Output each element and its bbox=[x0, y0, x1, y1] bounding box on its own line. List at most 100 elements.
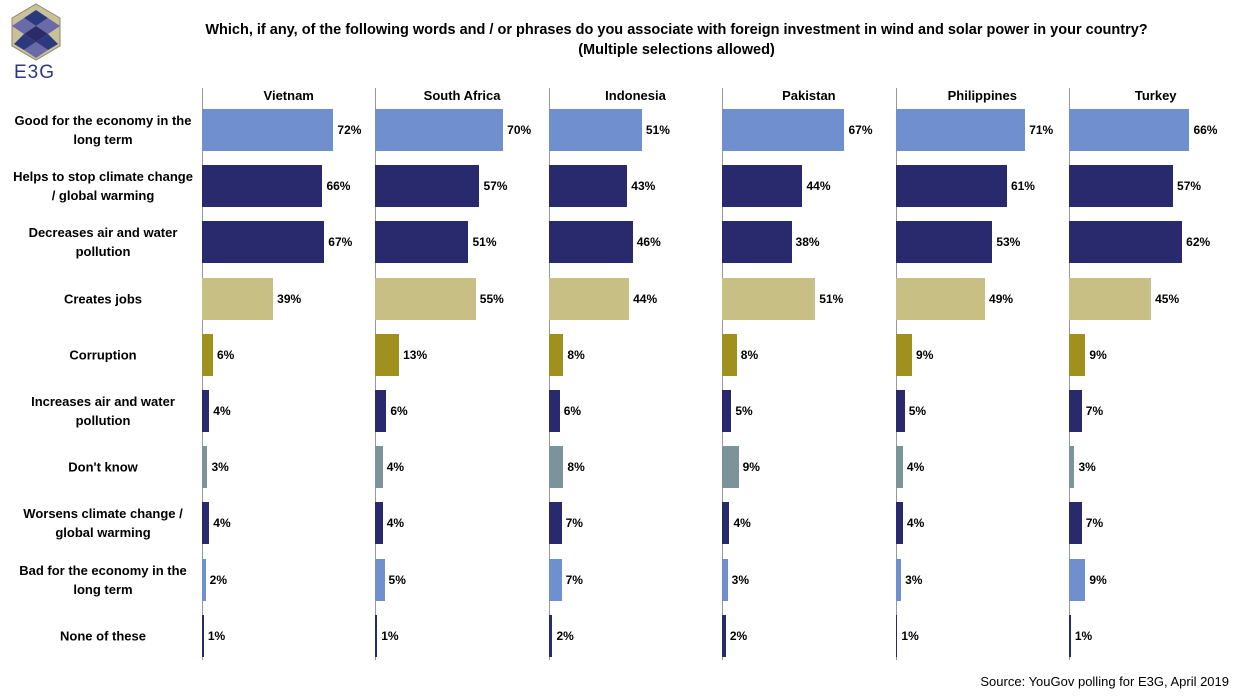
bar bbox=[895, 221, 993, 264]
value-label: 72% bbox=[337, 123, 362, 137]
value-label: 61% bbox=[1010, 179, 1035, 194]
bar bbox=[375, 165, 480, 208]
bar bbox=[548, 109, 642, 151]
bar bbox=[722, 390, 732, 432]
bar bbox=[722, 277, 816, 320]
value-label: 2% bbox=[209, 572, 227, 587]
bar bbox=[375, 446, 383, 489]
value-label: 13% bbox=[403, 347, 428, 362]
panel-header: Philippines bbox=[947, 88, 1017, 103]
category-label: Decreases air and water pollution bbox=[28, 225, 178, 260]
value-label: 5% bbox=[908, 404, 927, 418]
value-label: 51% bbox=[472, 235, 497, 250]
value-label: 7% bbox=[1085, 516, 1104, 531]
value-label: 43% bbox=[631, 179, 656, 194]
category-label: Don't know bbox=[68, 459, 138, 475]
bar bbox=[548, 277, 630, 320]
bar bbox=[375, 614, 378, 657]
bar bbox=[202, 502, 210, 545]
bar bbox=[375, 390, 387, 432]
category-label: None of these bbox=[60, 628, 146, 644]
title: Which, if any, of the following words an… bbox=[205, 22, 1148, 38]
panel-header: Turkey bbox=[1134, 88, 1177, 103]
value-label: 7% bbox=[565, 516, 583, 531]
bar bbox=[1069, 333, 1086, 376]
bar bbox=[895, 446, 903, 489]
value-label: 4% bbox=[213, 404, 231, 418]
bar bbox=[202, 558, 206, 601]
value-label: 4% bbox=[386, 516, 405, 531]
panel-header: Vietnam bbox=[263, 88, 314, 103]
subtitle: (Multiple selections allowed) bbox=[578, 42, 775, 58]
bar bbox=[548, 165, 628, 208]
bar bbox=[895, 502, 903, 545]
category-label: Good for the economy in the long term bbox=[14, 113, 192, 147]
category-label: Increases air and water pollution bbox=[31, 394, 175, 428]
logo-icon bbox=[11, 3, 61, 61]
value-label: 49% bbox=[989, 291, 1014, 306]
value-label: 3% bbox=[1078, 460, 1096, 475]
value-label: 3% bbox=[731, 572, 750, 587]
value-label: 6% bbox=[216, 347, 235, 362]
value-label: 3% bbox=[905, 572, 923, 587]
bar bbox=[895, 558, 902, 601]
bar bbox=[375, 502, 383, 545]
panel-header: Indonesia bbox=[605, 88, 666, 103]
category-label: Helps to stop climate change / global wa… bbox=[13, 169, 193, 204]
value-label: 57% bbox=[483, 179, 508, 194]
value-label: 38% bbox=[795, 235, 820, 250]
value-label: 2% bbox=[729, 628, 748, 643]
value-label: 67% bbox=[328, 235, 353, 250]
category-label: Creates jobs bbox=[63, 291, 143, 307]
bar bbox=[202, 333, 213, 376]
bar bbox=[375, 277, 476, 320]
panel-header: Pakistan bbox=[782, 88, 836, 103]
value-label: 4% bbox=[906, 516, 925, 531]
bar bbox=[1069, 221, 1183, 264]
bar bbox=[548, 446, 564, 489]
value-label: 70% bbox=[507, 123, 532, 137]
value-label: 8% bbox=[567, 460, 585, 475]
bar bbox=[548, 333, 564, 376]
bar bbox=[895, 390, 905, 432]
value-label: 53% bbox=[996, 235, 1021, 250]
bar bbox=[202, 277, 274, 320]
value-label: 44% bbox=[633, 291, 658, 306]
bar bbox=[202, 390, 210, 432]
bar bbox=[548, 502, 562, 545]
value-label: 66% bbox=[1193, 123, 1218, 137]
value-label: 7% bbox=[1085, 404, 1104, 418]
bar bbox=[548, 614, 553, 657]
bar bbox=[548, 390, 560, 432]
category-label: Worsens climate change / global warming bbox=[23, 506, 183, 541]
bar bbox=[895, 277, 986, 320]
bar bbox=[202, 221, 325, 264]
value-label: 9% bbox=[742, 460, 760, 475]
bar bbox=[375, 558, 385, 601]
value-label: 67% bbox=[848, 123, 873, 137]
bar bbox=[202, 165, 323, 208]
value-label: 9% bbox=[1089, 572, 1107, 587]
value-label: 4% bbox=[386, 460, 405, 475]
bar bbox=[722, 558, 728, 601]
bar bbox=[722, 165, 803, 208]
value-label: 1% bbox=[901, 628, 919, 643]
bar bbox=[722, 502, 730, 545]
bar bbox=[375, 333, 400, 376]
value-label: 8% bbox=[567, 347, 585, 362]
value-label: 57% bbox=[1177, 179, 1202, 194]
bar bbox=[375, 221, 469, 264]
category-label: Corruption bbox=[69, 347, 137, 363]
value-label: 51% bbox=[819, 291, 844, 306]
logo-text: E3G bbox=[14, 62, 56, 83]
value-label: 51% bbox=[645, 123, 670, 137]
value-label: 9% bbox=[1089, 347, 1107, 362]
value-label: 7% bbox=[565, 572, 583, 587]
source: Source: YouGov polling for E3G, April 20… bbox=[980, 674, 1229, 689]
value-label: 71% bbox=[1029, 123, 1054, 137]
bar bbox=[1069, 165, 1174, 208]
value-label: 3% bbox=[211, 460, 229, 475]
value-label: 2% bbox=[556, 628, 574, 643]
bar bbox=[1069, 558, 1086, 601]
